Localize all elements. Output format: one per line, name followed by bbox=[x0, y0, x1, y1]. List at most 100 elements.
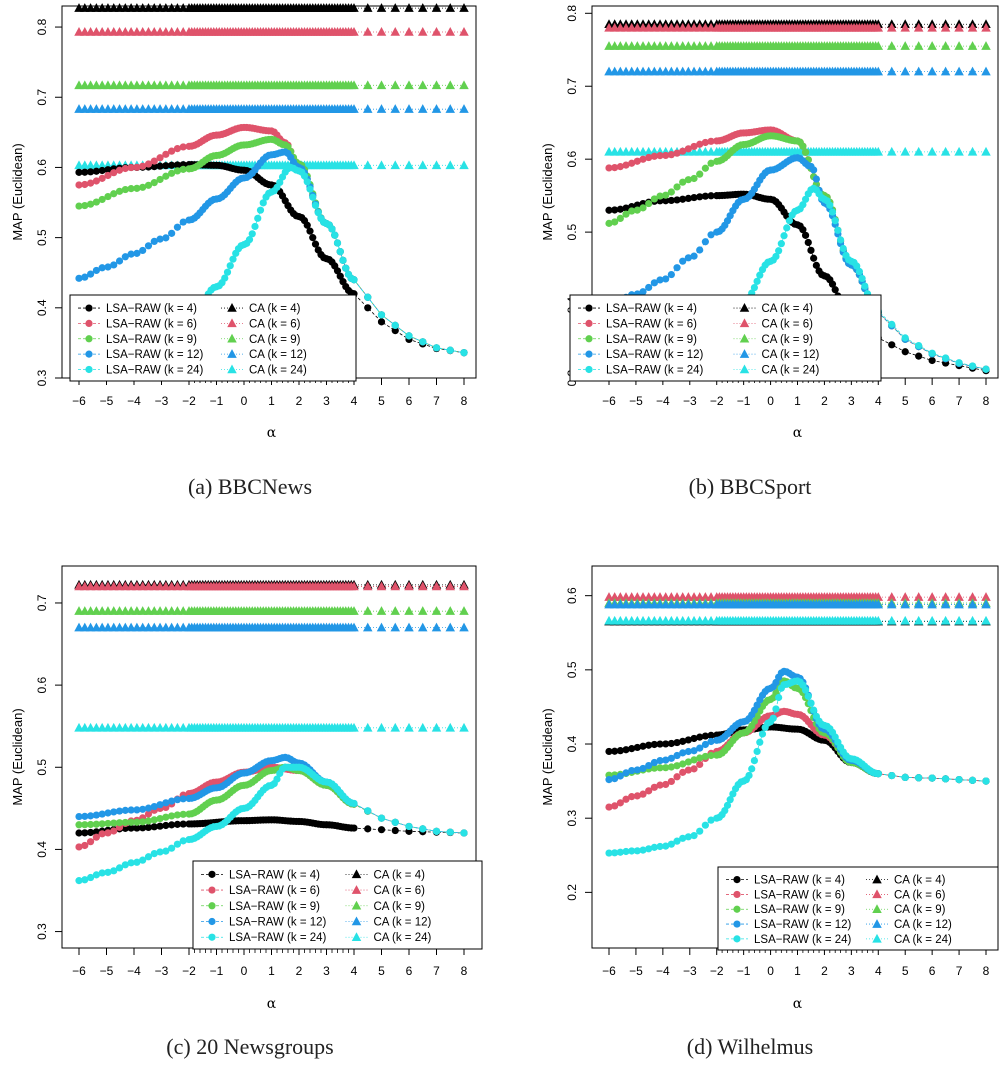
lsa-point bbox=[679, 749, 687, 757]
lsa-point bbox=[616, 163, 624, 171]
lsa-point bbox=[127, 859, 135, 867]
lsa-point bbox=[750, 757, 759, 765]
lsa-point bbox=[162, 813, 170, 821]
ca-point bbox=[887, 66, 897, 76]
lsa-point bbox=[915, 352, 923, 360]
ca-point bbox=[940, 66, 951, 76]
x-tick-label: 3 bbox=[848, 964, 855, 978]
lsa-point bbox=[696, 827, 704, 835]
ca-series-k9 bbox=[74, 606, 469, 615]
lsa-point bbox=[616, 848, 624, 856]
ca-point bbox=[363, 606, 373, 615]
ca-series-k4 bbox=[74, 3, 469, 12]
lsa-point bbox=[121, 185, 129, 194]
x-tick-label: 0 bbox=[767, 964, 774, 978]
ca-point bbox=[445, 622, 455, 632]
x-tick-label: 0 bbox=[241, 964, 248, 978]
ca-point bbox=[445, 104, 455, 113]
x-tick-label: −1 bbox=[737, 394, 751, 408]
lsa-point bbox=[701, 192, 709, 200]
lsa-point bbox=[248, 230, 256, 238]
lsa-point bbox=[662, 197, 670, 205]
lsa-point bbox=[75, 202, 83, 210]
legend-marker bbox=[351, 900, 362, 910]
ca-point bbox=[349, 3, 359, 12]
x-tick-label: 8 bbox=[461, 964, 468, 978]
legend-marker bbox=[208, 902, 216, 910]
lsa-point bbox=[81, 201, 89, 210]
lsa-point bbox=[673, 183, 681, 191]
lsa-point bbox=[701, 164, 709, 172]
x-tick-label: −4 bbox=[656, 394, 670, 408]
lsa-point bbox=[656, 756, 664, 765]
lsa-point bbox=[364, 807, 372, 815]
ca-point bbox=[913, 146, 924, 156]
legend-box bbox=[717, 866, 999, 951]
legend-label: CA (k = 6) bbox=[374, 885, 426, 897]
lsa-point bbox=[256, 206, 265, 214]
legend-label: CA (k = 4) bbox=[894, 875, 946, 887]
lsa-point bbox=[139, 824, 147, 832]
lsa-point bbox=[150, 237, 158, 246]
lsa-point bbox=[179, 165, 187, 173]
ca-series-k9 bbox=[604, 41, 991, 50]
x-axis: −6 −5 −4 −3 −2 −1 0 1 2 3 4 5 6 7 8 bbox=[602, 378, 990, 408]
ca-point bbox=[459, 722, 469, 732]
legend: LSA−RAW (k = 4) LSA−RAW (k = 6) LSA−RAW (k… bbox=[69, 294, 357, 382]
lsa-point bbox=[168, 147, 176, 155]
lsa-point bbox=[662, 756, 670, 764]
x-tick-label: 0 bbox=[767, 394, 774, 408]
lsa-point bbox=[110, 827, 118, 835]
legend-entry: LSA−RAW (k = 9) bbox=[201, 901, 320, 913]
ca-point bbox=[459, 606, 469, 615]
ca-point bbox=[981, 41, 991, 50]
legend-entry: LSA−RAW (k = 24) bbox=[78, 364, 204, 376]
chart-20newsgroups: −6 −5 −4 −3 −2 −1 0 1 2 3 4 5 6 7 8 α 0.3 0.4 0.5 0.6 0.7 MAP… bbox=[10, 565, 483, 1010]
lsa-point bbox=[179, 810, 187, 818]
lsa-point bbox=[605, 164, 613, 172]
legend-marker bbox=[208, 886, 216, 894]
lsa-point bbox=[662, 780, 670, 789]
ca-point bbox=[981, 22, 991, 32]
ca-point bbox=[404, 722, 414, 732]
ca-point bbox=[913, 599, 924, 609]
lsa-point bbox=[460, 829, 468, 837]
x-tick-label: −3 bbox=[683, 394, 697, 408]
lsa-point bbox=[707, 231, 715, 239]
lsa-point bbox=[150, 823, 158, 831]
ca-point bbox=[349, 722, 359, 732]
ca-point bbox=[390, 80, 400, 90]
lsa-point bbox=[783, 224, 791, 232]
legend-entry: CA (k = 12) bbox=[733, 349, 820, 361]
lsa-point bbox=[110, 867, 118, 875]
legend-marker bbox=[351, 916, 362, 926]
ca-point bbox=[954, 592, 964, 601]
lsa-point bbox=[622, 746, 630, 754]
lsa-point bbox=[162, 162, 170, 170]
lsa-point bbox=[104, 166, 112, 174]
ca-point bbox=[431, 160, 442, 170]
legend-label: CA (k = 24) bbox=[762, 364, 820, 376]
lsa-point bbox=[633, 206, 641, 214]
x-tick-label: −3 bbox=[683, 964, 697, 978]
ca-point bbox=[967, 22, 978, 32]
lsa-point bbox=[98, 195, 106, 204]
x-axis: −6 −5 −4 −3 −2 −1 0 1 2 3 4 5 6 7 8 bbox=[72, 378, 468, 408]
lsa-point bbox=[168, 844, 176, 852]
legend-marker bbox=[733, 890, 741, 899]
lsa-point bbox=[928, 774, 936, 782]
x-tick-label: 1 bbox=[794, 964, 801, 978]
lsa-point bbox=[104, 868, 112, 876]
legend-label: LSA−RAW (k = 12) bbox=[229, 917, 327, 929]
ca-point bbox=[431, 622, 442, 632]
ca-point bbox=[927, 592, 937, 601]
lsa-point bbox=[656, 781, 664, 789]
ca-point bbox=[390, 622, 400, 632]
lsa-point bbox=[633, 766, 641, 774]
y-tick-label: 0.3 bbox=[565, 810, 579, 827]
legend-entry: CA (k = 24) bbox=[221, 364, 307, 376]
ca-point bbox=[404, 104, 414, 113]
lsa-point bbox=[127, 824, 135, 832]
y-tick-label: 0.6 bbox=[35, 676, 49, 693]
lsa-point bbox=[156, 175, 164, 184]
